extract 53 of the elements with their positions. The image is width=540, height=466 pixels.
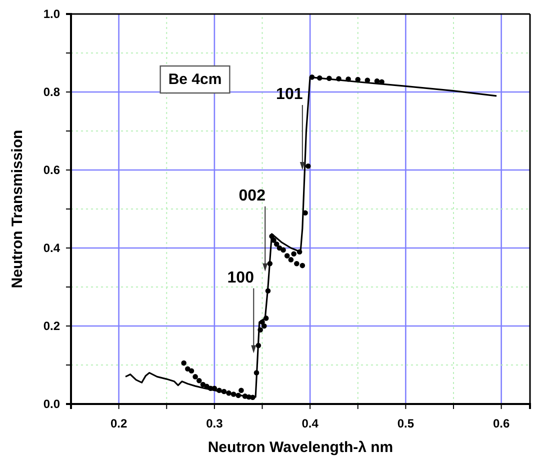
- x-axis-title: Neutron Wavelength-λ nm: [208, 439, 394, 456]
- point: [284, 253, 290, 258]
- point: [265, 288, 271, 294]
- point: [262, 323, 267, 329]
- point: [250, 394, 256, 400]
- annotation: 002: [238, 187, 266, 204]
- point: [336, 76, 342, 82]
- point: [309, 74, 315, 80]
- point: [254, 370, 260, 376]
- x-tick-label: 0.5: [397, 416, 414, 431]
- point: [258, 327, 263, 333]
- y-tick-label: 0.0: [43, 396, 60, 411]
- point: [196, 378, 202, 384]
- point: [263, 316, 269, 321]
- point: [188, 368, 194, 374]
- annotation: 100: [227, 269, 254, 286]
- point: [256, 342, 262, 348]
- point: [216, 388, 222, 393]
- point: [274, 241, 280, 247]
- point: [230, 392, 236, 397]
- y-tick-label: 0.8: [43, 84, 60, 99]
- point: [306, 163, 311, 169]
- point: [280, 247, 286, 253]
- point: [236, 392, 241, 398]
- point: [291, 251, 296, 256]
- y-tick-label: 1.0: [43, 6, 60, 21]
- y-tick-label: 0.2: [43, 318, 60, 333]
- point: [288, 257, 294, 262]
- point: [192, 374, 198, 380]
- x-tick-label: 0.4: [302, 416, 319, 431]
- x-tick-label: 0.6: [492, 416, 510, 431]
- annotation: 101: [276, 86, 303, 103]
- annotation: Be 4cm: [168, 71, 222, 88]
- point: [269, 234, 274, 239]
- point: [238, 388, 244, 393]
- point: [300, 262, 306, 268]
- point: [296, 249, 302, 255]
- point: [200, 382, 206, 388]
- point: [226, 390, 232, 396]
- point: [267, 260, 273, 266]
- x-tick-label: 0.3: [206, 416, 224, 431]
- point: [181, 360, 186, 366]
- point: [326, 76, 332, 81]
- point: [364, 78, 370, 83]
- point: [294, 260, 300, 266]
- x-tick-label: 0.2: [110, 416, 128, 431]
- point: [316, 75, 322, 81]
- point: [221, 388, 227, 394]
- y-tick-label: 0.4: [43, 240, 60, 255]
- y-tick-label: 0.6: [43, 162, 60, 177]
- point: [276, 245, 282, 251]
- point: [346, 76, 351, 82]
- y-axis-title: Neutron Transmission: [9, 130, 26, 288]
